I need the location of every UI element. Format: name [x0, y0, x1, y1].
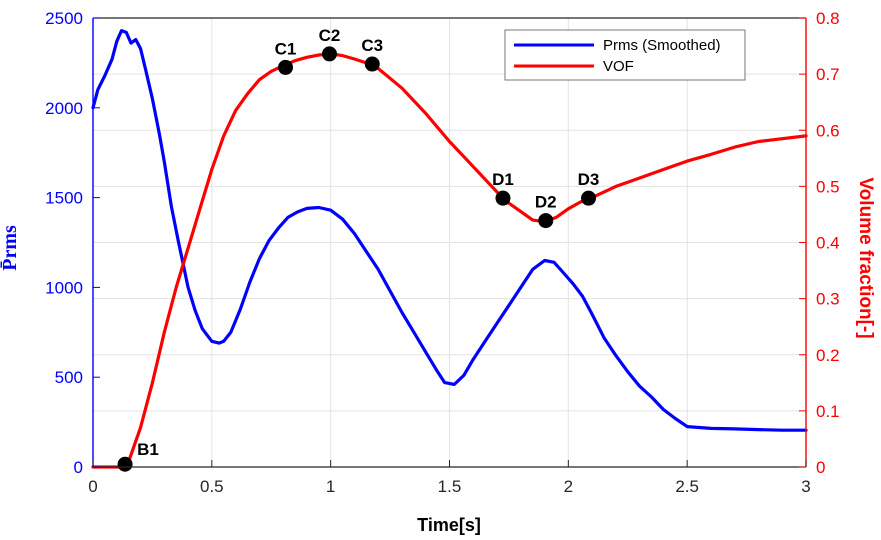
x-tick-label: 0	[88, 477, 97, 496]
annotation-marker-d3	[581, 190, 597, 206]
x-axis-title: Time[s]	[417, 515, 481, 535]
y-right-tick-label: 0.6	[816, 121, 840, 140]
annotation-label-c3: C3	[361, 36, 383, 55]
x-tick-label: 0.5	[200, 477, 224, 496]
annotation-label-c2: C2	[319, 26, 341, 45]
annotation-label-d2: D2	[535, 193, 557, 212]
y-left-tick-label: 0	[74, 458, 83, 477]
y-right-tick-label: 0.2	[816, 346, 840, 365]
annotation-markers: B1 C1 C2 C3 D1 D2 D3	[117, 26, 600, 472]
legend-box	[504, 29, 746, 81]
y-right-tick-label: 0.3	[816, 290, 840, 309]
x-tick-label: 1	[326, 477, 335, 496]
x-tick-label: 2	[564, 477, 573, 496]
series-line-vof	[91, 52, 808, 469]
y-right-tick-label: 0.4	[816, 234, 840, 253]
series-line-prms	[91, 29, 808, 432]
annotation-marker-c3	[364, 56, 380, 72]
x-tick-label: 2.5	[675, 477, 699, 496]
y-right-tick-label: 0	[816, 458, 825, 477]
grid	[92, 17, 807, 468]
annotation-marker-c1	[278, 59, 294, 75]
y-left-tick-label: 1500	[45, 189, 83, 208]
annotation-marker-b1	[117, 456, 133, 472]
annotation-label-d3: D3	[578, 170, 600, 189]
legend-label-prms: Prms (Smoothed)	[603, 37, 721, 54]
annotation-label-d1: D1	[492, 170, 514, 189]
series-layer	[91, 29, 808, 469]
y-right-tick-label: 0.8	[816, 9, 840, 28]
legend: Prms (Smoothed) VOF	[504, 29, 746, 81]
y-right-tick-label: 0.5	[816, 177, 840, 196]
annotation-label-b1: B1	[137, 440, 159, 459]
legend-label-vof: VOF	[603, 58, 634, 75]
y-left-tick-label: 500	[55, 368, 83, 387]
axes: 0 0.5 1 1.5 2 2.5 30500100015002000250000.10.2…	[45, 9, 839, 496]
y-axis-left-title: P̄rms	[0, 225, 21, 271]
y-right-tick-label: 0.7	[816, 65, 840, 84]
y-axis-right-title: Volume fraction[-]	[855, 177, 876, 338]
x-tick-label: 3	[801, 477, 810, 496]
annotation-marker-d2	[538, 213, 554, 229]
y-left-tick-label: 1000	[45, 278, 83, 297]
x-tick-label: 1.5	[438, 477, 462, 496]
annotation-marker-c2	[321, 46, 337, 62]
annotation-label-c1: C1	[275, 39, 297, 58]
y-left-tick-label: 2000	[45, 99, 83, 118]
annotation-marker-d1	[495, 190, 511, 206]
y-right-tick-label: 0.1	[816, 402, 840, 421]
y-left-tick-label: 2500	[45, 9, 83, 28]
